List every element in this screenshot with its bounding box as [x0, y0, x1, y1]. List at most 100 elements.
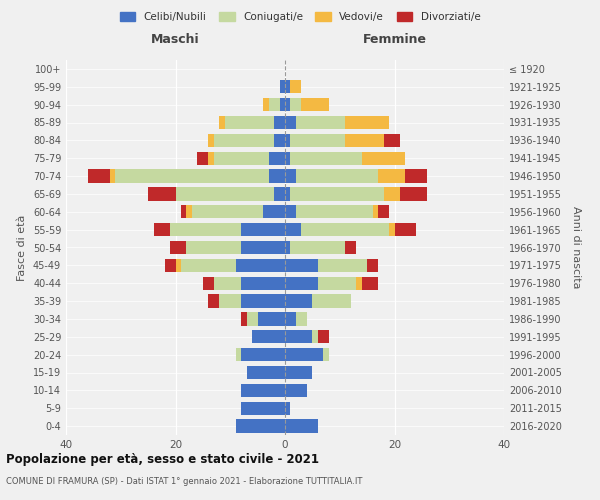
Bar: [285, 294, 313, 308]
Bar: [290, 98, 301, 112]
Bar: [318, 258, 367, 272]
Bar: [241, 241, 285, 254]
Bar: [148, 187, 176, 200]
Bar: [280, 98, 285, 112]
Bar: [395, 223, 416, 236]
Bar: [241, 384, 285, 397]
Bar: [285, 384, 307, 397]
Bar: [176, 258, 181, 272]
Bar: [208, 294, 220, 308]
Bar: [225, 116, 274, 129]
Bar: [383, 187, 400, 200]
Bar: [313, 330, 318, 344]
Bar: [269, 98, 280, 112]
Bar: [236, 258, 285, 272]
Bar: [236, 420, 285, 433]
Bar: [362, 152, 406, 165]
Bar: [378, 170, 406, 183]
Bar: [285, 170, 296, 183]
Bar: [176, 187, 274, 200]
Text: COMUNE DI FRAMURA (SP) - Dati ISTAT 1° gennaio 2021 - Elaborazione TUTTITALIA.IT: COMUNE DI FRAMURA (SP) - Dati ISTAT 1° g…: [6, 478, 362, 486]
Bar: [285, 276, 318, 290]
Bar: [356, 276, 362, 290]
Bar: [290, 134, 345, 147]
Bar: [263, 205, 285, 218]
Bar: [285, 348, 323, 362]
Bar: [197, 152, 208, 165]
Bar: [214, 276, 241, 290]
Bar: [263, 98, 269, 112]
Bar: [285, 366, 313, 379]
Bar: [406, 170, 427, 183]
Bar: [285, 116, 296, 129]
Bar: [345, 134, 383, 147]
Bar: [285, 134, 290, 147]
Bar: [296, 205, 373, 218]
Bar: [301, 98, 329, 112]
Bar: [274, 134, 285, 147]
Bar: [257, 312, 285, 326]
Bar: [187, 241, 241, 254]
Bar: [154, 223, 170, 236]
Bar: [290, 241, 345, 254]
Bar: [400, 187, 427, 200]
Bar: [181, 258, 236, 272]
Bar: [220, 294, 241, 308]
Bar: [285, 312, 296, 326]
Bar: [208, 134, 214, 147]
Y-axis label: Fasce di età: Fasce di età: [17, 214, 27, 280]
Bar: [285, 420, 318, 433]
Text: Maschi: Maschi: [151, 32, 200, 46]
Bar: [345, 116, 389, 129]
Bar: [192, 205, 263, 218]
Bar: [269, 152, 285, 165]
Bar: [241, 276, 285, 290]
Bar: [285, 241, 290, 254]
Bar: [170, 223, 241, 236]
Bar: [203, 276, 214, 290]
Bar: [362, 276, 378, 290]
Bar: [378, 205, 389, 218]
Bar: [88, 170, 110, 183]
Bar: [285, 330, 313, 344]
Bar: [274, 116, 285, 129]
Bar: [252, 330, 285, 344]
Bar: [115, 170, 269, 183]
Bar: [285, 258, 318, 272]
Bar: [285, 98, 290, 112]
Text: Femmine: Femmine: [362, 32, 427, 46]
Bar: [389, 223, 395, 236]
Bar: [285, 205, 296, 218]
Bar: [383, 134, 400, 147]
Bar: [214, 152, 269, 165]
Bar: [318, 330, 329, 344]
Bar: [367, 258, 378, 272]
Bar: [285, 223, 301, 236]
Y-axis label: Anni di nascita: Anni di nascita: [571, 206, 581, 289]
Bar: [170, 241, 187, 254]
Bar: [301, 223, 389, 236]
Legend: Celibi/Nubili, Coniugati/e, Vedovi/e, Divorziati/e: Celibi/Nubili, Coniugati/e, Vedovi/e, Di…: [115, 8, 485, 26]
Bar: [236, 348, 241, 362]
Bar: [280, 80, 285, 94]
Bar: [285, 402, 290, 415]
Bar: [296, 170, 378, 183]
Text: Popolazione per età, sesso e stato civile - 2021: Popolazione per età, sesso e stato civil…: [6, 452, 319, 466]
Bar: [373, 205, 378, 218]
Bar: [345, 241, 356, 254]
Bar: [241, 223, 285, 236]
Bar: [214, 134, 274, 147]
Bar: [285, 80, 290, 94]
Bar: [274, 187, 285, 200]
Bar: [208, 152, 214, 165]
Bar: [187, 205, 192, 218]
Bar: [241, 402, 285, 415]
Bar: [290, 187, 383, 200]
Bar: [285, 187, 290, 200]
Bar: [164, 258, 176, 272]
Bar: [241, 294, 285, 308]
Bar: [110, 170, 115, 183]
Bar: [241, 312, 247, 326]
Bar: [285, 152, 290, 165]
Bar: [290, 152, 362, 165]
